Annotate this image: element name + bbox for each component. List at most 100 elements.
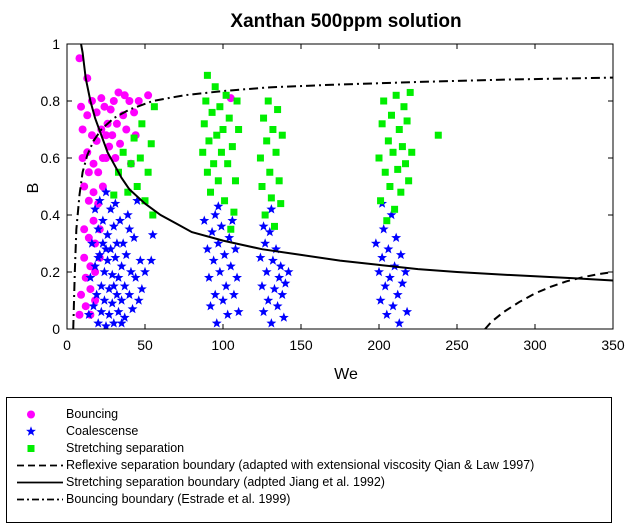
data-point xyxy=(136,283,147,294)
data-point xyxy=(119,281,130,291)
data-point xyxy=(275,261,286,271)
data-point xyxy=(231,177,239,185)
y-tick-label: 0.2 xyxy=(41,264,61,280)
data-point xyxy=(97,238,108,248)
series-bouncing xyxy=(72,76,613,329)
boundary-line xyxy=(484,271,613,329)
y-tick-label: 0.8 xyxy=(41,93,61,109)
data-point xyxy=(221,197,229,205)
data-point xyxy=(120,91,129,100)
data-point xyxy=(375,295,386,305)
legend-item-stretching-boundary: Stretching separation boundary (adpted J… xyxy=(7,474,611,491)
data-point xyxy=(405,177,413,185)
data-point xyxy=(122,209,133,220)
data-point xyxy=(213,201,224,211)
data-point xyxy=(266,204,277,214)
data-point xyxy=(221,281,232,291)
data-point xyxy=(394,318,405,328)
data-point xyxy=(78,125,87,134)
data-point xyxy=(102,131,110,140)
data-point xyxy=(107,269,118,280)
data-point xyxy=(116,261,127,271)
data-point xyxy=(266,318,277,328)
data-point xyxy=(397,278,408,288)
data-point xyxy=(227,215,238,225)
data-point xyxy=(263,137,271,145)
data-point xyxy=(214,177,222,185)
scatter-chart: Xanthan 500ppm solution 0 0.2 0.4 0.6 0.8 1 0… xyxy=(25,11,625,383)
legend-item-stretching-separation: Stretching separation xyxy=(7,440,611,457)
data-point xyxy=(144,168,152,176)
data-point xyxy=(116,139,125,148)
data-point xyxy=(97,215,108,225)
data-point xyxy=(214,266,225,277)
data-point xyxy=(111,289,122,300)
data-point xyxy=(256,154,264,162)
data-point xyxy=(260,114,268,122)
data-point xyxy=(80,182,89,191)
data-point xyxy=(129,232,140,243)
data-point xyxy=(102,229,113,240)
data-point xyxy=(138,120,146,128)
data-point xyxy=(384,272,395,282)
y-tick-label: 0.4 xyxy=(41,207,61,223)
data-point xyxy=(199,148,207,156)
data-point xyxy=(402,306,413,317)
data-point xyxy=(277,289,288,300)
data-point xyxy=(124,188,132,196)
data-point xyxy=(90,204,101,214)
data-point xyxy=(80,225,89,234)
data-point xyxy=(216,103,224,111)
data-point xyxy=(227,225,235,233)
data-point xyxy=(102,255,113,265)
data-point xyxy=(280,278,291,288)
data-point xyxy=(208,255,219,265)
data-point xyxy=(108,131,117,140)
data-point xyxy=(83,111,92,120)
series-stretching xyxy=(80,44,613,282)
data-point xyxy=(130,134,138,142)
data-point xyxy=(403,117,411,125)
star-marker-icon xyxy=(26,426,36,436)
data-point xyxy=(210,160,218,168)
data-point xyxy=(110,252,121,262)
data-point xyxy=(75,54,84,63)
data-point xyxy=(116,295,127,305)
data-point xyxy=(264,226,275,237)
square-marker-icon xyxy=(27,445,35,452)
data-point xyxy=(108,221,119,231)
data-point xyxy=(260,238,271,248)
data-point xyxy=(111,154,120,162)
data-point xyxy=(392,91,400,99)
data-point xyxy=(88,301,99,311)
data-point xyxy=(269,283,280,294)
data-point xyxy=(104,283,115,294)
data-point xyxy=(96,306,107,317)
data-point xyxy=(235,126,243,133)
data-point xyxy=(93,252,104,262)
data-point xyxy=(87,131,96,140)
data-point xyxy=(141,197,149,205)
data-point xyxy=(110,198,121,208)
data-point xyxy=(84,196,93,205)
legend-item-reflexive-boundary: Reflexive separation boundary (adapted w… xyxy=(7,457,611,474)
data-point xyxy=(97,94,106,103)
data-point xyxy=(108,318,119,328)
data-point xyxy=(222,309,233,319)
data-point xyxy=(381,309,392,319)
data-point xyxy=(114,88,123,97)
data-point xyxy=(146,255,157,265)
data-point xyxy=(102,154,110,162)
data-point xyxy=(91,268,100,276)
data-point xyxy=(86,262,95,271)
data-point xyxy=(378,120,386,128)
data-point xyxy=(202,244,213,254)
data-point xyxy=(109,97,118,105)
legend-label: Bouncing xyxy=(66,407,119,421)
data-point xyxy=(133,295,144,305)
data-point xyxy=(270,222,278,230)
data-point xyxy=(199,215,210,225)
boundary-line xyxy=(80,44,613,282)
data-point xyxy=(408,148,416,156)
legend-item-bouncing: Bouncing xyxy=(7,406,611,423)
